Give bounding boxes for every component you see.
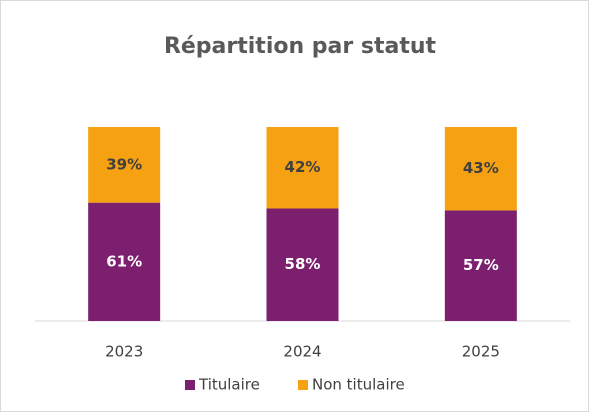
bar-segment: [266, 208, 339, 321]
data-label: 58%: [285, 255, 321, 273]
data-label: 39%: [106, 155, 142, 173]
bar-segment: [88, 202, 161, 321]
data-label: 42%: [285, 158, 321, 176]
legend-swatch: [185, 380, 195, 390]
x-tick-label: 2024: [283, 343, 321, 361]
chart-title: Répartition par statut: [164, 34, 437, 59]
data-label: 43%: [463, 159, 499, 177]
bar-segment: [444, 210, 517, 321]
legend-swatch: [298, 380, 308, 390]
data-label: 57%: [463, 256, 499, 274]
bar-segment: [266, 127, 339, 209]
legend-label: Titulaire: [198, 376, 260, 394]
bar-segment: [444, 127, 517, 211]
data-label: 61%: [106, 252, 142, 270]
legend-label: Non titulaire: [312, 376, 405, 394]
x-tick-label: 2025: [462, 343, 500, 361]
x-tick-label: 2023: [105, 343, 143, 361]
bar-segment: [88, 127, 161, 203]
